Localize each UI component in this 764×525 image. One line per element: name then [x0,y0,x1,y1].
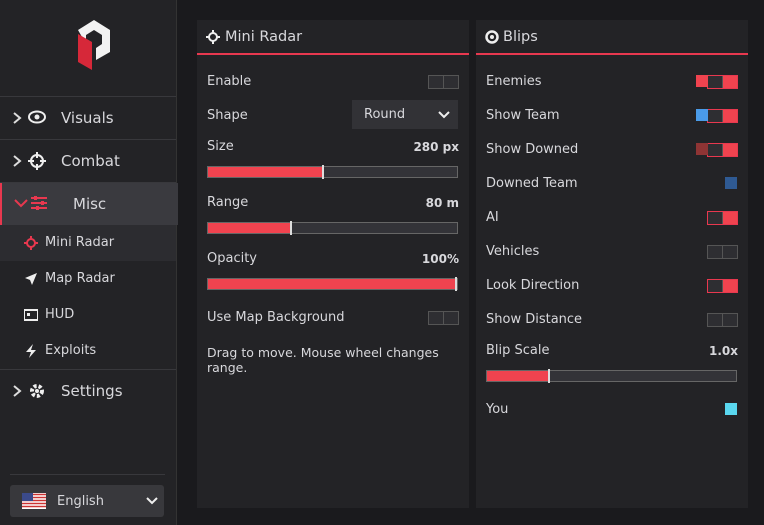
label: Show Downed [486,142,579,157]
sub-label: Map Radar [45,271,115,286]
sub-item[interactable]: HUD [0,297,176,333]
sub-item[interactable]: Map Radar [0,261,176,297]
nav-label: Combat [61,152,120,170]
label: You [486,402,509,417]
value: 100% [421,252,459,266]
nav-item[interactable]: Settings [0,370,176,412]
mini-radar-panel: Mini Radar Enable Shape Round Size 280 p… [197,20,469,508]
color-swatch[interactable] [725,403,737,415]
nav-label: Settings [61,382,123,400]
toggle[interactable] [707,313,738,327]
nav-label: Misc [73,195,107,213]
toggle[interactable] [707,75,738,89]
label: Enemies [486,74,542,89]
toggle[interactable] [707,211,738,225]
label: Look Direction [486,278,580,293]
value: 280 px [413,140,459,154]
label: Blip Scale [486,343,550,358]
toggle[interactable] [707,109,738,123]
label: Size [207,139,234,154]
sub-item[interactable]: Exploits [0,333,176,369]
color-swatch[interactable] [696,109,708,121]
color-swatch[interactable] [696,143,708,155]
value: 1.0x [709,344,738,358]
toggle[interactable] [707,279,738,293]
nav-item[interactable]: Combat [0,140,176,182]
label: Show Distance [486,312,583,327]
nav-label: Visuals [61,109,114,127]
slider[interactable] [486,369,737,383]
label: AI [486,210,499,225]
value: 80 m [425,196,459,210]
label: Vehicles [486,244,540,259]
label: Enable [207,74,252,89]
dropdown-value: Round [364,107,406,122]
sub-label: Mini Radar [45,235,115,250]
label: Shape [207,108,248,123]
sub-label: Exploits [45,343,97,358]
nav-item[interactable]: Misc [0,183,178,225]
panel-title: Mini Radar [225,29,303,45]
label: Show Team [486,108,560,123]
language-label: English [57,494,104,509]
color-swatch[interactable] [696,75,708,87]
sub-item[interactable]: Mini Radar [0,225,176,261]
shape-dropdown[interactable]: Round [352,100,458,129]
label: Use Map Background [207,310,345,325]
toggle[interactable] [428,75,459,89]
label: Opacity [207,251,258,266]
nav-item[interactable]: Visuals [0,97,176,139]
hint: Drag to move. Mouse wheel changes range. [207,345,439,375]
slider[interactable] [207,165,458,179]
label: Downed Team [486,176,578,191]
blips-panel: Blips Enemies Show Team Show Downed Downed … [476,20,748,508]
label: Range [207,195,249,210]
toggle[interactable] [428,311,459,325]
slider[interactable] [207,221,458,235]
toggle[interactable] [707,143,738,157]
sidebar: Visuals Combat Misc Mini Radar Map Radar… [0,0,178,525]
logo [78,20,110,70]
sub-label: HUD [45,307,75,322]
color-swatch[interactable] [725,177,737,189]
slider[interactable] [207,277,458,291]
language-dropdown[interactable]: English [10,485,164,517]
toggle[interactable] [707,245,738,259]
panel-title: Blips [503,29,538,45]
